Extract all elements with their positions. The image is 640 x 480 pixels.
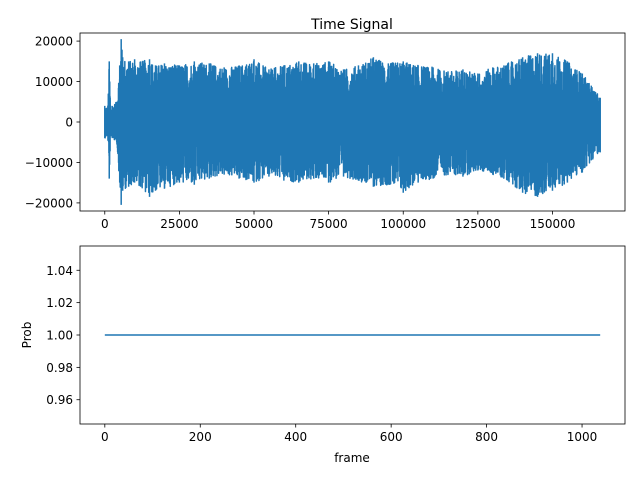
time-signal-plot: Time Signal 0 25000 50000 75000 100000 125000… xyxy=(25,17,626,231)
x-axis-label: frame xyxy=(334,451,370,465)
y-axis-label: Prob xyxy=(20,322,34,349)
y-axis-ticks: −20000 −10000 0 10000 20000 xyxy=(25,35,80,210)
x-tick-label: 125000 xyxy=(455,217,501,231)
plot-frame xyxy=(79,32,626,212)
x-axis-ticks: 0 25000 50000 75000 100000 125000 150000 xyxy=(101,211,575,231)
y-tick-label: 1.04 xyxy=(46,264,73,278)
x-tick-label: 0 xyxy=(101,217,109,231)
x-tick-label: 0 xyxy=(101,430,109,444)
y-tick-label: 1.00 xyxy=(46,329,73,343)
x-tick-label: 400 xyxy=(284,430,307,444)
y-tick-label: 0.98 xyxy=(46,361,73,375)
x-tick-label: 600 xyxy=(380,430,403,444)
x-tick-label: 100000 xyxy=(380,217,426,231)
plot-frame xyxy=(79,245,626,425)
y-axis-ticks: 0.96 0.98 1.00 1.02 1.04 xyxy=(46,264,80,407)
x-tick-label: 25000 xyxy=(160,217,198,231)
x-tick-label: 150000 xyxy=(530,217,576,231)
y-tick-label: −20000 xyxy=(25,196,73,210)
y-tick-label: 0.96 xyxy=(46,393,73,407)
y-tick-label: −10000 xyxy=(25,156,73,170)
x-tick-label: 200 xyxy=(189,430,212,444)
y-tick-label: 1.02 xyxy=(46,296,73,310)
waveform-series xyxy=(104,39,601,205)
waveform-line xyxy=(104,39,601,205)
y-tick-label: 20000 xyxy=(35,35,73,49)
probability-plot: 0 200 400 600 800 1000 0.96 0.98 1.00 1.02 1.04 f… xyxy=(20,245,626,465)
x-tick-label: 800 xyxy=(475,430,498,444)
y-tick-label: 0 xyxy=(65,116,73,130)
y-tick-label: 10000 xyxy=(35,75,73,89)
x-tick-label: 1000 xyxy=(567,430,598,444)
x-tick-label: 50000 xyxy=(235,217,273,231)
x-axis-ticks: 0 200 400 600 800 1000 xyxy=(101,424,597,444)
chart-title: Time Signal xyxy=(310,17,393,33)
x-tick-label: 75000 xyxy=(310,217,348,231)
